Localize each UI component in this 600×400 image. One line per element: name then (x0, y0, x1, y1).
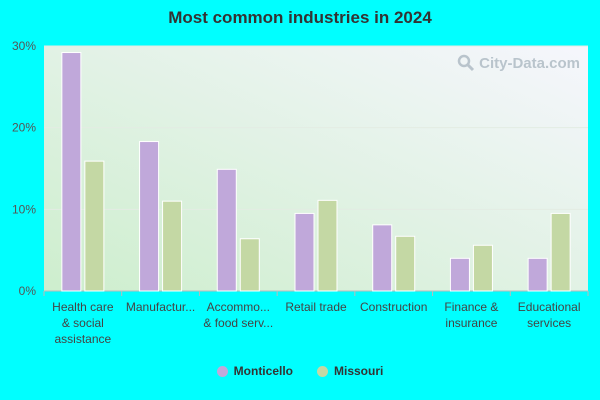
bar-missouri (472, 244, 493, 292)
bar-missouri (239, 238, 260, 292)
x-category-label: Finance & insurance (444, 300, 498, 330)
legend-label-monticello: Monticello (233, 364, 293, 378)
x-category-label-line: Manufactur... (126, 300, 195, 314)
bar-monticello (527, 257, 548, 292)
bar-monticello (449, 257, 470, 292)
y-tick-label: 10% (12, 202, 36, 216)
x-category-label-line: Finance & (444, 300, 498, 314)
x-category-label-line: Health care (52, 300, 114, 314)
x-category-label-line: services (527, 316, 571, 330)
x-category-label-line: & social (62, 316, 104, 330)
y-tick-label: 30% (12, 39, 36, 53)
bar-monticello (372, 224, 393, 292)
bar-missouri (84, 160, 105, 292)
x-category-label-line: Retail trade (285, 300, 347, 314)
x-category-label-line: assistance (55, 332, 112, 346)
legend-swatch-monticello (216, 365, 228, 377)
x-category-label: Retail trade (285, 300, 347, 314)
x-category-label: Manufactur... (126, 300, 195, 314)
x-category-label: Health care & social assistance (52, 300, 114, 346)
x-category-label-line: Construction (360, 300, 427, 314)
x-category-label-line: insurance (445, 316, 497, 330)
y-tick-label: 0% (19, 284, 37, 298)
x-category-label: Construction (360, 300, 427, 314)
x-category-label-line: & food serv... (203, 316, 273, 330)
chart-title: Most common industries in 2024 (168, 8, 432, 27)
legend-swatch-missouri (317, 365, 328, 377)
x-category-label: Accommo... & food serv... (203, 300, 273, 330)
legend-label-missouri: Missouri (334, 364, 384, 378)
bar-missouri (550, 212, 571, 292)
bar-missouri (162, 200, 183, 292)
x-category-label: Educational services (518, 300, 581, 330)
bar-missouri (395, 235, 416, 292)
bar-missouri (317, 199, 338, 292)
bar-monticello (139, 141, 160, 292)
legend-item-missouri: Missouri (317, 364, 383, 378)
search-icon (457, 54, 475, 72)
legend: Monticello Missouri (0, 364, 600, 378)
x-category-label-line: Accommo... (207, 300, 270, 314)
y-tick-label: 20% (12, 121, 36, 135)
bar-monticello (216, 168, 237, 292)
x-category-label-line: Educational (518, 300, 581, 314)
plot-background (44, 46, 588, 291)
bar-monticello (294, 212, 315, 292)
watermark: City-Data.com (457, 54, 580, 72)
bar-monticello (61, 52, 82, 292)
watermark-text: City-Data.com (479, 54, 580, 72)
legend-item-monticello: Monticello (216, 364, 293, 378)
